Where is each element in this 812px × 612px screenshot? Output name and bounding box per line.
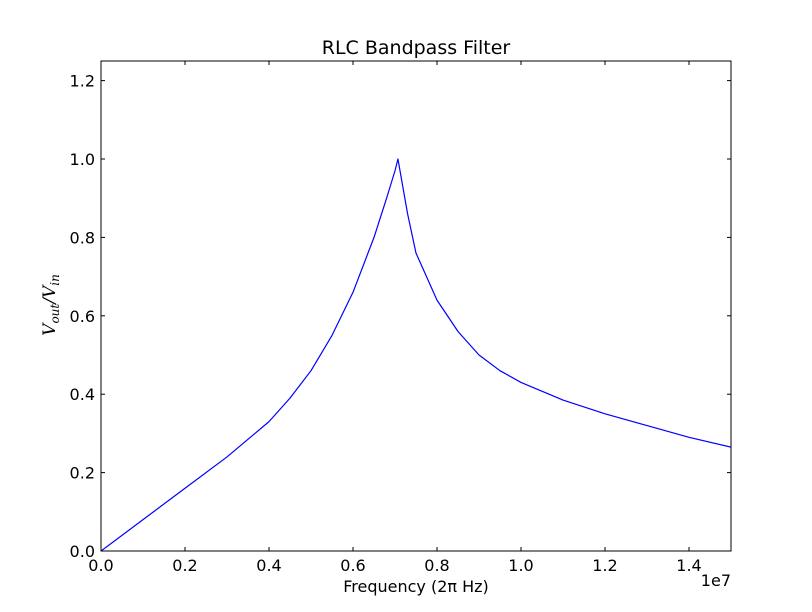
axes-frame [100, 60, 732, 552]
series-line-0 [101, 158, 731, 551]
y-tick-label: 0.4 [70, 385, 95, 404]
x-tick-label: 1.0 [508, 556, 533, 575]
y-label-sub-out: out [48, 304, 62, 324]
x-tick-label: 0.8 [424, 556, 449, 575]
y-tick-label: 0.2 [70, 464, 95, 483]
y-label-slash: / [40, 296, 60, 306]
y-tick-label: 0.0 [70, 542, 95, 561]
x-axis-label: Frequency (2π Hz) [343, 577, 489, 596]
chart-title: RLC Bandpass Filter [322, 37, 511, 59]
y-label-sub-in: in [48, 274, 62, 286]
x-tick-label: 1.4 [676, 556, 701, 575]
x-tick-label: 1.2 [592, 556, 617, 575]
y-label-base-out: V [40, 322, 60, 336]
x-axis-offset-label: 1e7 [701, 571, 731, 590]
x-tick-label: 0.4 [256, 556, 281, 575]
y-label-base-in: V [40, 284, 60, 298]
y-tick-label: 0.8 [70, 228, 95, 247]
plot-area [100, 60, 732, 552]
y-tick-label: 1.2 [70, 72, 95, 91]
y-axis-label: Vout/Vin [40, 274, 62, 336]
y-tick-label: 1.0 [70, 150, 95, 169]
tick-labels: 0.0 0.2 0.4 0.6 0.8 1.0 1.2 1.4 0.0 0.2 0.4 0.6 0.8 1… [70, 72, 702, 575]
axis-ticks [100, 61, 731, 552]
x-tick-label: 0.0 [88, 556, 113, 575]
y-tick-label: 0.6 [70, 307, 95, 326]
x-tick-label: 0.2 [172, 556, 197, 575]
x-tick-label: 0.6 [340, 556, 365, 575]
